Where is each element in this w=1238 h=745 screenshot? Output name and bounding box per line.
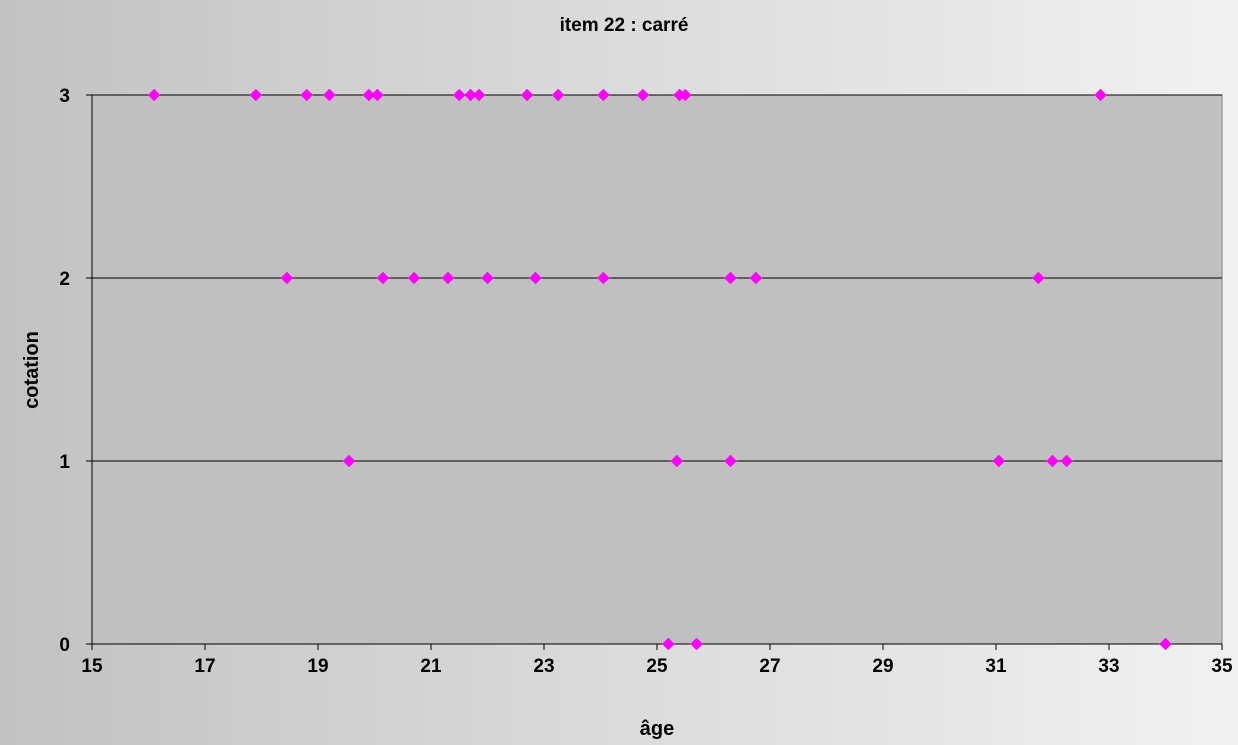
x-axis-ticks: 15 17 19 21 23 25 27 29 31 33 35 xyxy=(81,644,1233,677)
x-tick-label: 15 xyxy=(81,656,103,677)
data-point xyxy=(441,271,455,285)
x-tick-label: 17 xyxy=(194,656,215,677)
x-tick-label: 23 xyxy=(533,656,554,677)
data-point xyxy=(636,88,650,102)
y-tick-label: 2 xyxy=(59,269,70,290)
data-point xyxy=(690,637,703,651)
data-point xyxy=(362,88,376,102)
data-point xyxy=(520,88,534,102)
data-point xyxy=(1046,454,1059,468)
data-point xyxy=(464,88,477,102)
data-point xyxy=(280,271,294,285)
data-point xyxy=(1060,454,1073,468)
plot-area xyxy=(91,94,1223,645)
y-axis-ticks: 0 1 2 3 xyxy=(59,86,92,656)
data-point xyxy=(322,88,336,102)
data-point xyxy=(529,271,542,285)
data-point xyxy=(407,271,421,285)
data-point xyxy=(452,88,466,102)
data-point xyxy=(147,88,161,102)
data-point xyxy=(1032,271,1045,285)
data-points xyxy=(147,88,1172,651)
y-tick-label: 3 xyxy=(59,86,70,107)
x-tick-label: 27 xyxy=(759,656,780,677)
x-tick-label: 25 xyxy=(646,656,668,677)
x-axis-label: âge xyxy=(640,718,674,740)
data-point xyxy=(472,88,486,102)
chart-title: item 22 : carré xyxy=(560,15,689,36)
data-point xyxy=(749,271,763,285)
y-tick-label: 0 xyxy=(59,635,70,656)
x-tick-label: 33 xyxy=(1098,656,1119,677)
data-point xyxy=(249,88,263,102)
data-point xyxy=(1094,88,1107,102)
data-point xyxy=(300,88,314,102)
data-point xyxy=(376,271,390,285)
x-tick-label: 35 xyxy=(1211,656,1233,677)
data-point xyxy=(724,454,737,468)
x-tick-label: 19 xyxy=(307,656,328,677)
x-tick-label: 21 xyxy=(420,656,442,677)
y-axis-label: cotation xyxy=(21,331,43,409)
data-point xyxy=(596,271,610,285)
x-tick-label: 31 xyxy=(985,656,1007,677)
data-point xyxy=(551,88,565,102)
data-point xyxy=(481,271,494,285)
data-point xyxy=(370,88,384,102)
data-point xyxy=(724,271,737,285)
data-point xyxy=(596,88,610,102)
data-point xyxy=(992,454,1006,468)
data-point xyxy=(678,88,692,102)
y-tick-label: 1 xyxy=(59,452,70,473)
x-tick-label: 29 xyxy=(872,656,893,677)
data-point xyxy=(342,454,356,468)
data-point xyxy=(670,454,684,468)
data-point xyxy=(661,637,675,651)
data-point xyxy=(1159,637,1172,651)
